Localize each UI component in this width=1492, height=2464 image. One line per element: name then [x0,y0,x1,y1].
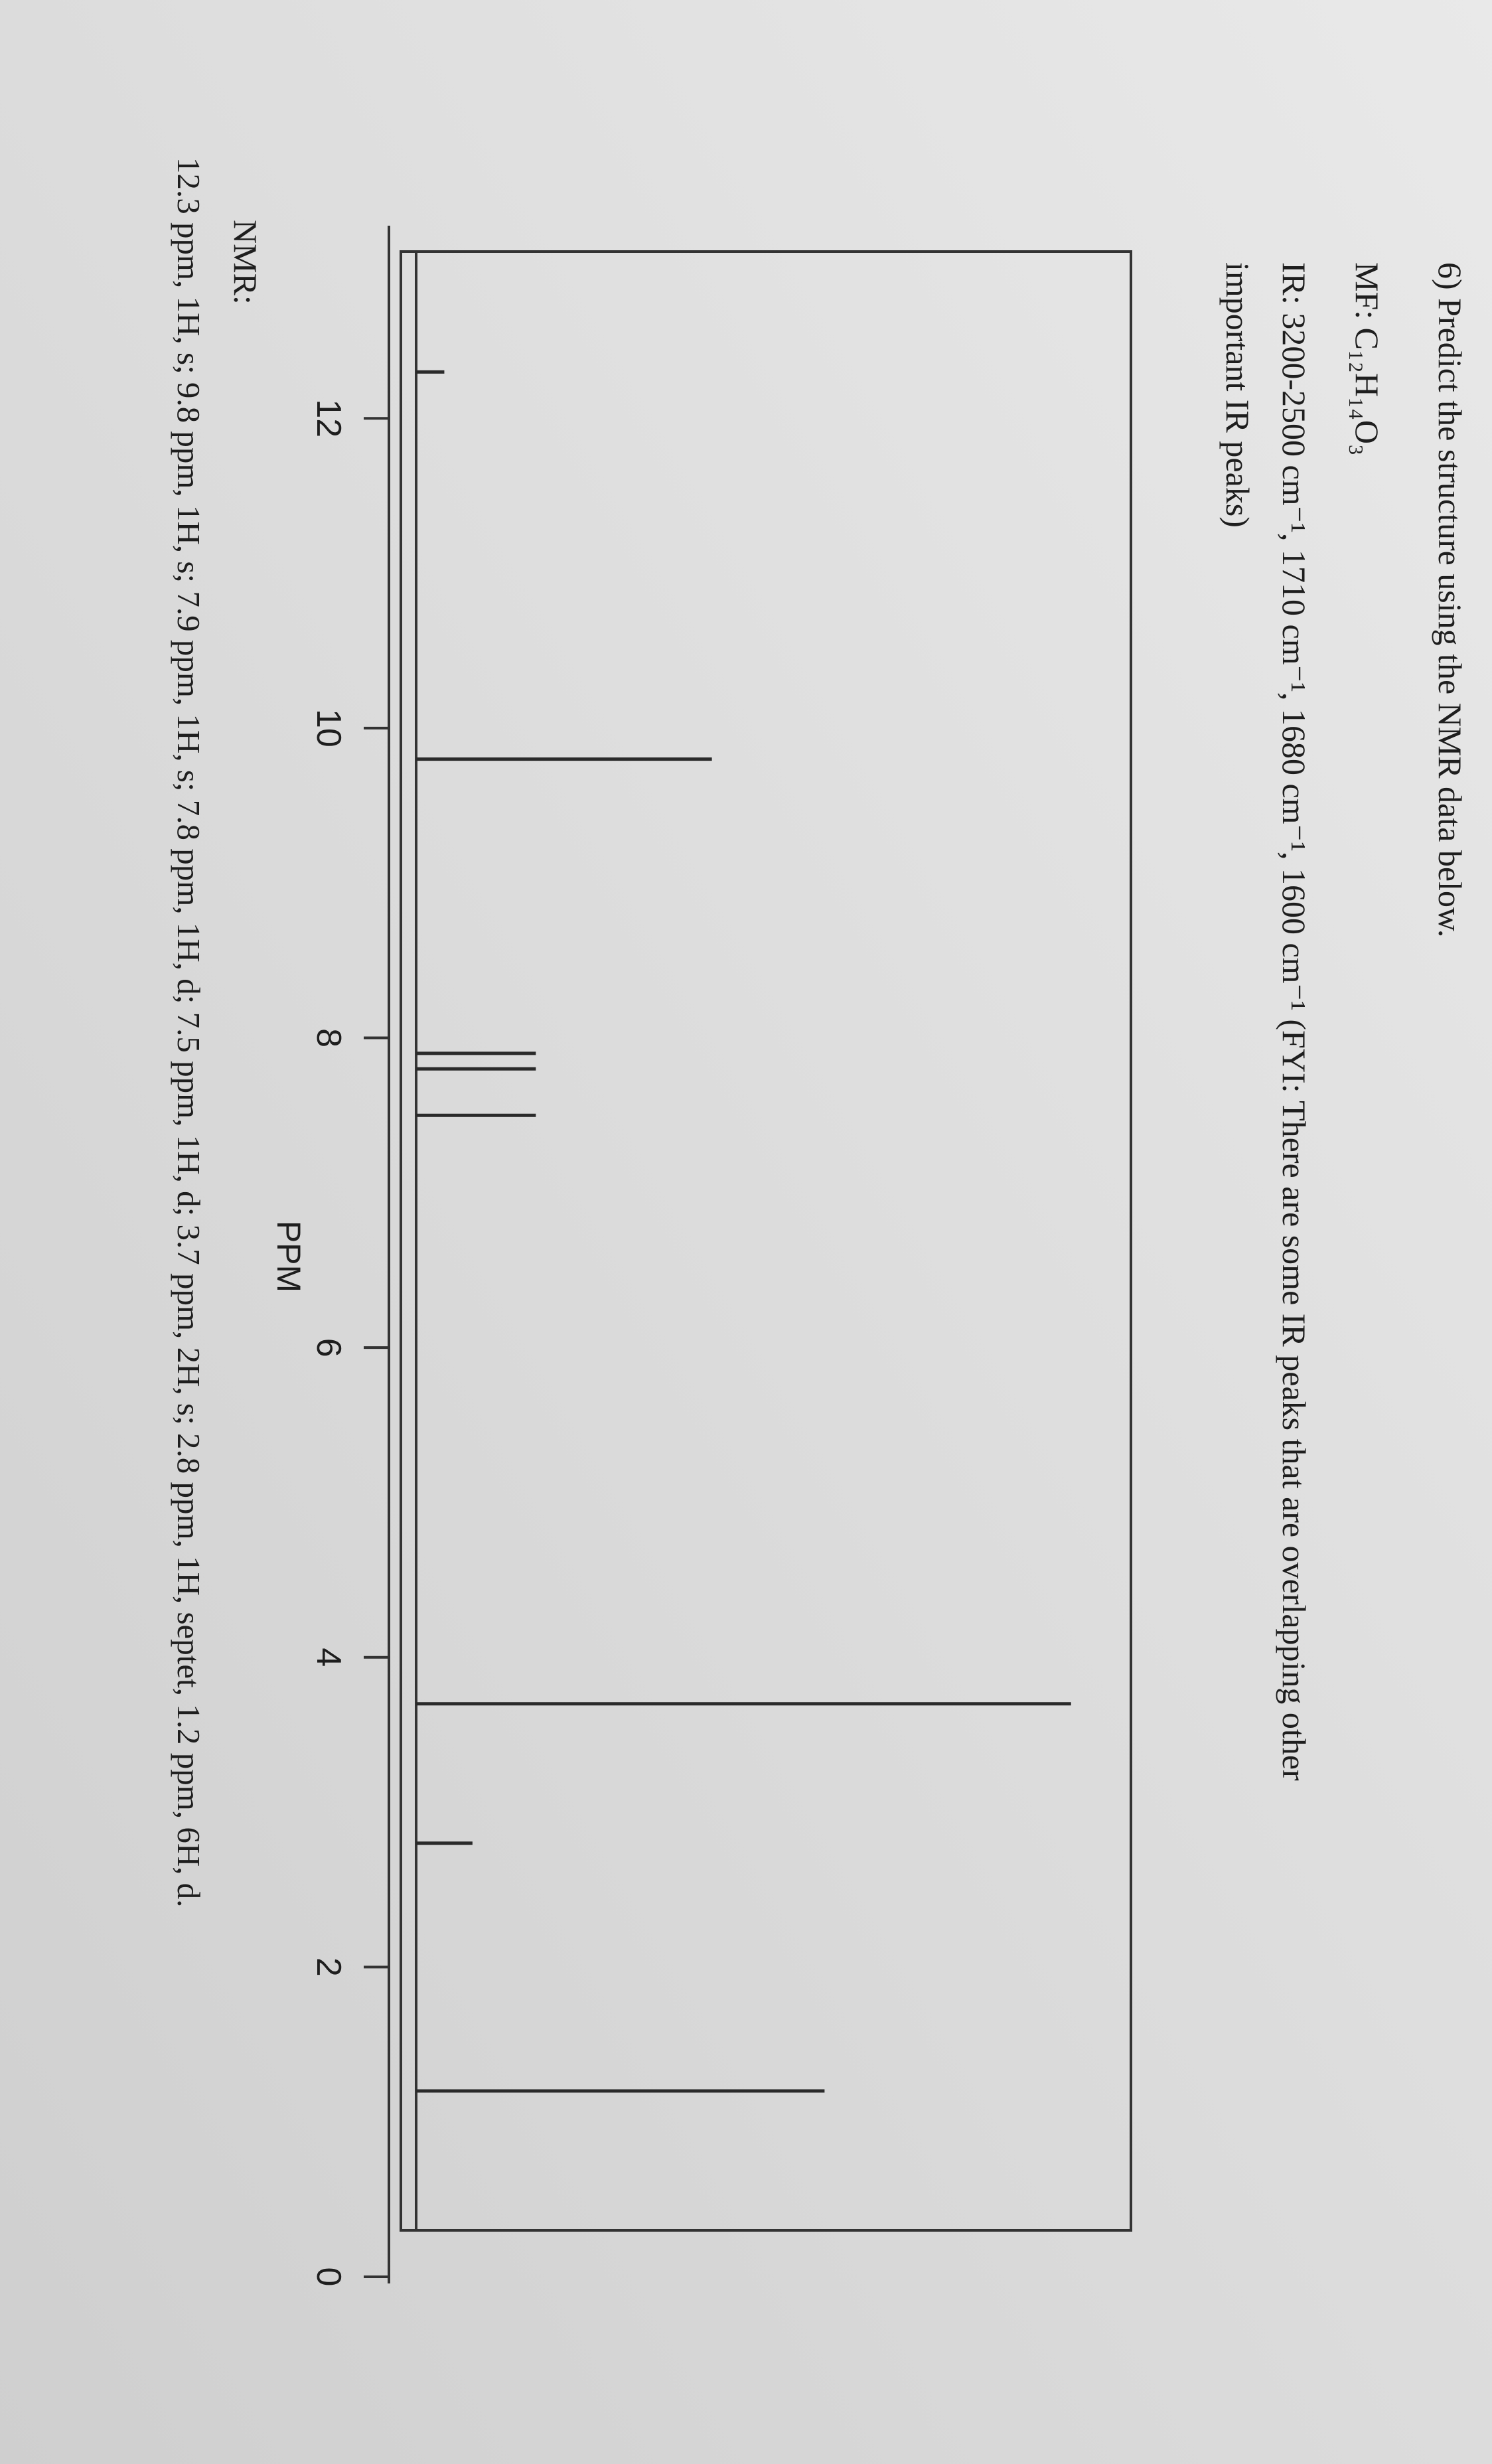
x-tick-label: 4 [309,1648,348,1667]
nmr-data: 12.3 ppm, 1H, s; 9.8 ppm, 1H, s; 7.9 ppm… [171,157,207,1908]
ir-data: IR: 3200-2500 cm⁻¹, 1710 cm⁻¹, 1680 cm⁻¹… [1276,262,1313,1781]
x-tick-label: 8 [309,1028,348,1047]
nmr-label: NMR: [227,220,264,305]
molecular-formula: MF: C₁₂H₁₄O₃ [1349,262,1386,455]
x-tick-label: 2 [309,1958,348,1977]
x-axis-label: PPM [270,1221,307,1292]
x-tick-label: 6 [309,1338,348,1357]
x-tick-label: 12 [309,399,348,437]
question: 6) Predict the structure using the NMR d… [1432,262,1469,937]
x-tick-label: 0 [309,2268,348,2287]
ir-data: important IR peaks) [1219,262,1256,528]
spectrum-frame [400,250,1132,2232]
x-tick-label: 10 [309,709,348,747]
